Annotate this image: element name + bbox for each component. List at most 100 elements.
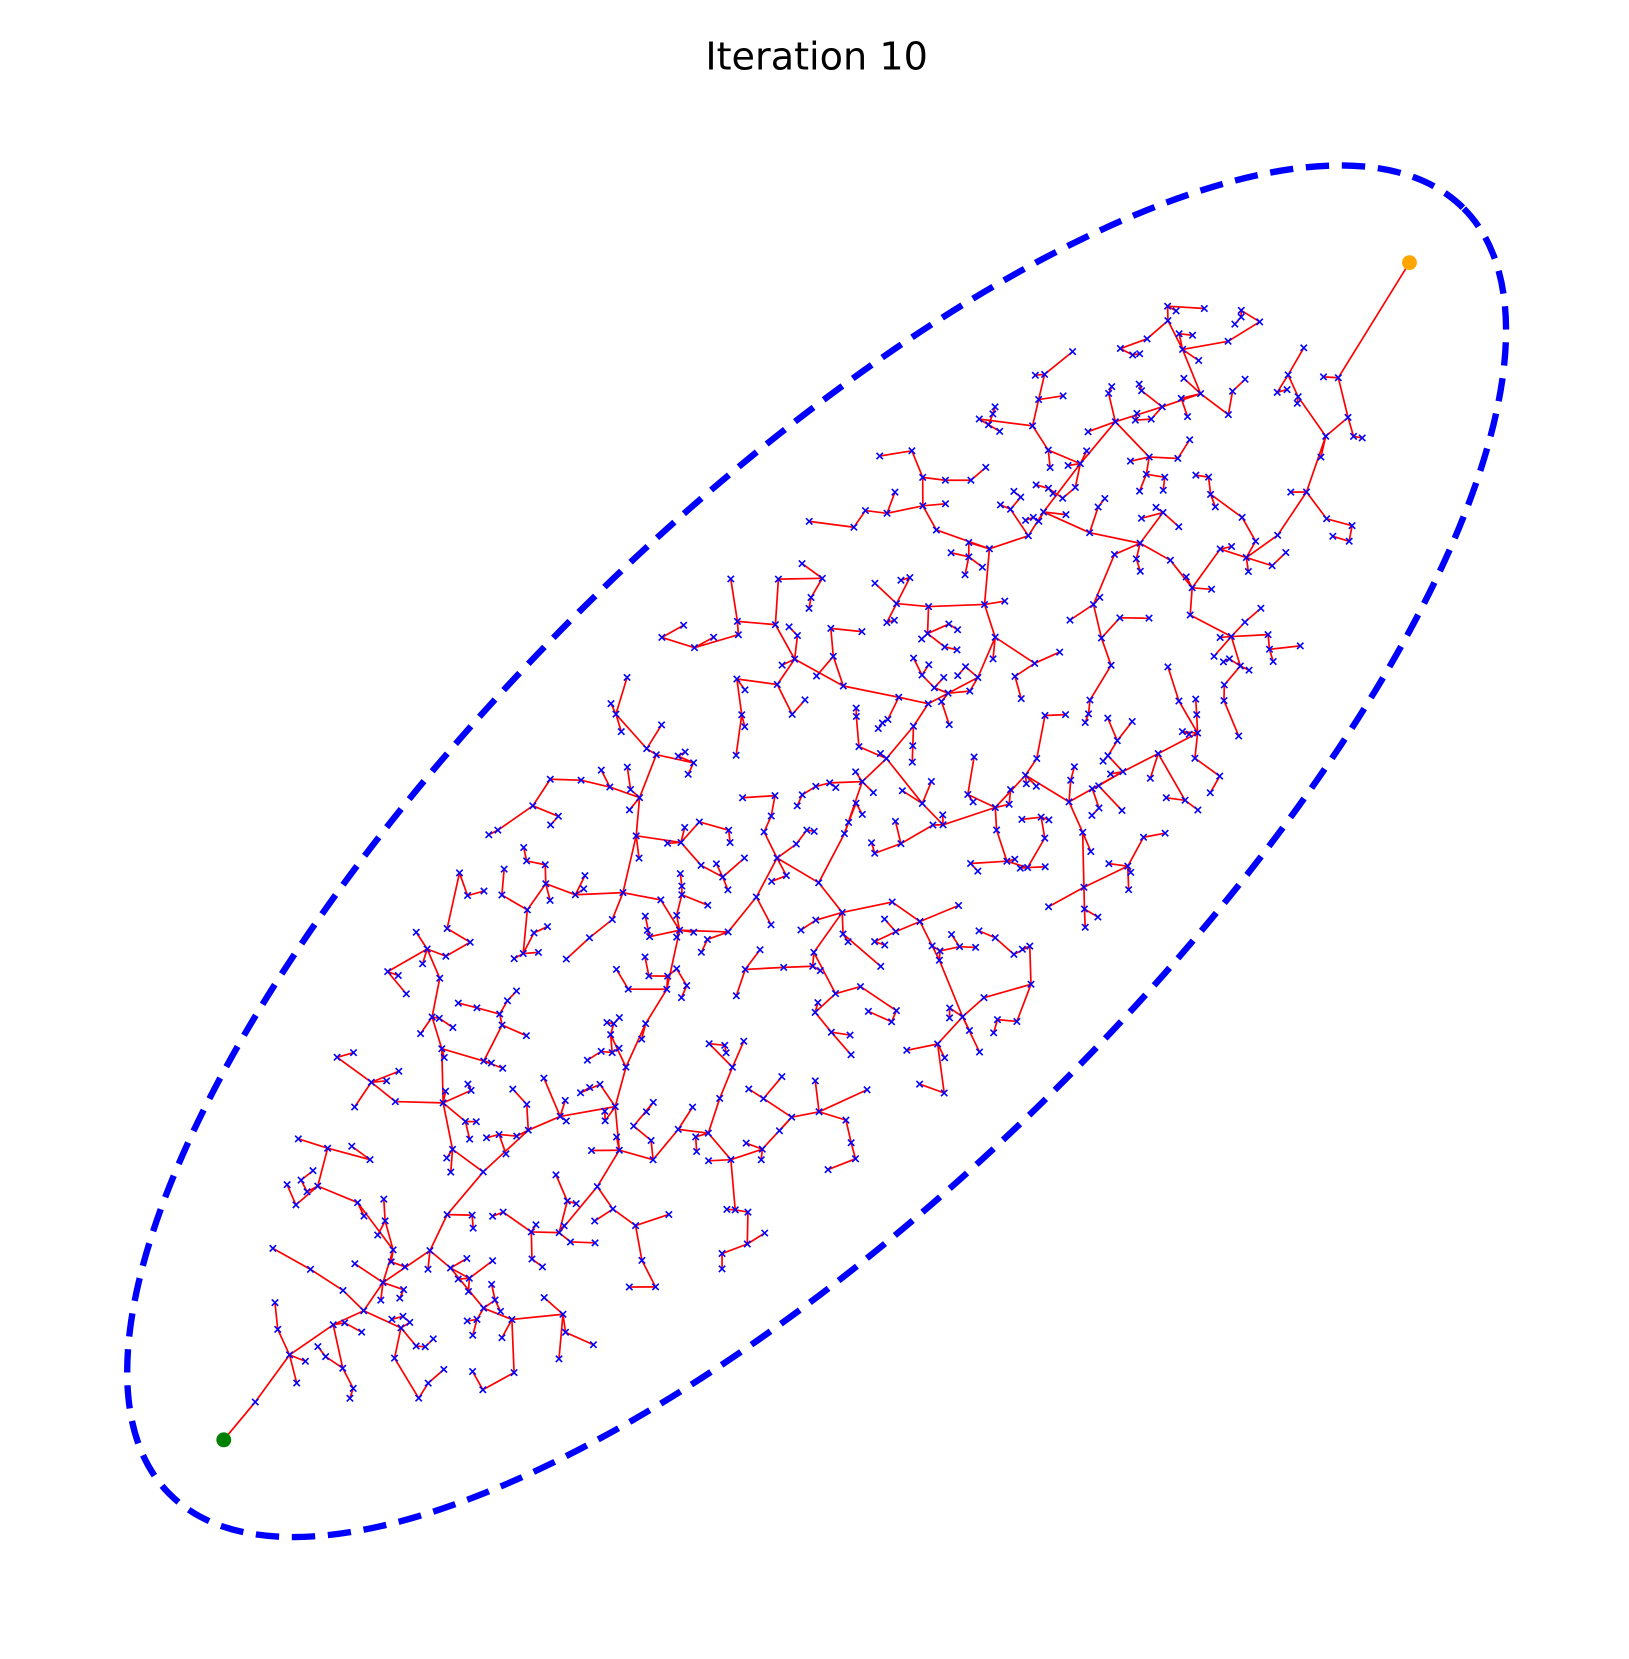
tree-edge [675, 915, 681, 931]
tree-node [412, 928, 420, 937]
tree-node [992, 826, 1001, 834]
tree-node [396, 1294, 404, 1302]
tree-node [718, 1249, 726, 1258]
tree-node [966, 859, 975, 868]
tree-node [635, 793, 644, 802]
tree-node [1192, 471, 1200, 479]
tree-node [1005, 800, 1013, 809]
tree-node [1161, 829, 1169, 837]
tree-edge [665, 976, 669, 990]
tree-edge [845, 1119, 852, 1143]
tree-edge [1195, 714, 1199, 734]
tree-edge [533, 925, 548, 934]
tree-node [611, 1102, 619, 1111]
tree-node [705, 1039, 713, 1048]
tree-node [978, 563, 987, 571]
tree-node [609, 1205, 617, 1213]
tree-node [1071, 483, 1080, 492]
tree-edge [1044, 713, 1066, 717]
tree-node [681, 748, 689, 756]
tree-edge [874, 940, 886, 946]
tree-node [441, 1087, 450, 1096]
tree-edge [511, 1313, 564, 1321]
tree-node [612, 710, 620, 718]
tree-edge [722, 857, 745, 878]
tree-node [554, 812, 563, 821]
tree-node [825, 779, 834, 787]
tree-edge [611, 892, 624, 920]
tree-node [623, 673, 631, 682]
tree-node [1206, 490, 1215, 499]
tree-node [1023, 863, 1032, 872]
tree-edge [635, 1213, 670, 1227]
tree-edge [1141, 511, 1164, 520]
tree-edge [353, 1081, 373, 1108]
tree-node [1061, 710, 1070, 719]
tree-edge [1241, 516, 1257, 542]
tree-node [703, 935, 712, 944]
tree-edge [678, 1128, 709, 1135]
tree-node [1094, 503, 1102, 511]
tree-node [827, 1028, 836, 1036]
tree-node [498, 1064, 507, 1072]
tree-node [323, 1144, 332, 1152]
tree-node [512, 1132, 521, 1140]
tree-edge [735, 969, 747, 997]
tree-node [1269, 657, 1277, 666]
tree-edge [1120, 338, 1148, 350]
tree-node [801, 696, 809, 704]
tree-edge [555, 1174, 569, 1202]
tree-node [1145, 453, 1153, 461]
tree-node [1349, 432, 1358, 441]
tree-edge [850, 1142, 857, 1159]
tree-node [1224, 410, 1233, 419]
tree-edge [1227, 321, 1261, 343]
tree-node [918, 799, 927, 808]
tree-node [479, 1385, 487, 1394]
tree-edge [1047, 450, 1051, 468]
tree-edge [1081, 831, 1092, 852]
tree-node [812, 782, 820, 791]
tree-node [1024, 532, 1033, 540]
tree-node [399, 1285, 408, 1294]
tree-edge [289, 1354, 306, 1363]
tree-node [1302, 488, 1311, 496]
tree-node [463, 1317, 471, 1325]
tree-node [438, 1044, 446, 1053]
tree-node [1068, 347, 1077, 356]
tree-edge [1127, 836, 1145, 867]
tree-node [892, 927, 900, 936]
tree-edge [1040, 817, 1046, 839]
tree-node [387, 1258, 395, 1266]
tree-node [812, 672, 821, 680]
tree-edge [1135, 558, 1142, 572]
tree-node [1137, 514, 1146, 522]
tree-edge [1130, 456, 1150, 462]
tree-edge [966, 756, 975, 795]
tree-node [741, 723, 749, 731]
tree-node [1300, 344, 1308, 352]
tree-node [1094, 913, 1102, 921]
tree-edge [1098, 785, 1123, 812]
tree-node [996, 501, 1005, 509]
tree-edge [919, 921, 941, 961]
tree-node [1193, 729, 1202, 737]
tree-edge [994, 636, 1036, 665]
tree-node [969, 798, 977, 806]
tree-node [638, 1256, 646, 1265]
tree-edge [626, 766, 632, 790]
tree-edge [1024, 775, 1028, 784]
tree-node [842, 1116, 850, 1124]
tree-node [1041, 711, 1049, 720]
tree-node [1033, 754, 1041, 763]
tree-edge [333, 1321, 345, 1326]
tree-edge [921, 781, 933, 804]
tree-edge [1044, 350, 1074, 375]
tree-edge [442, 1102, 454, 1150]
tree-node [1066, 616, 1074, 624]
tree-node [1135, 487, 1144, 495]
tree-edge [979, 418, 1033, 427]
tree-node [494, 826, 502, 834]
tree-node [1216, 633, 1224, 642]
tree-node [975, 1048, 984, 1056]
